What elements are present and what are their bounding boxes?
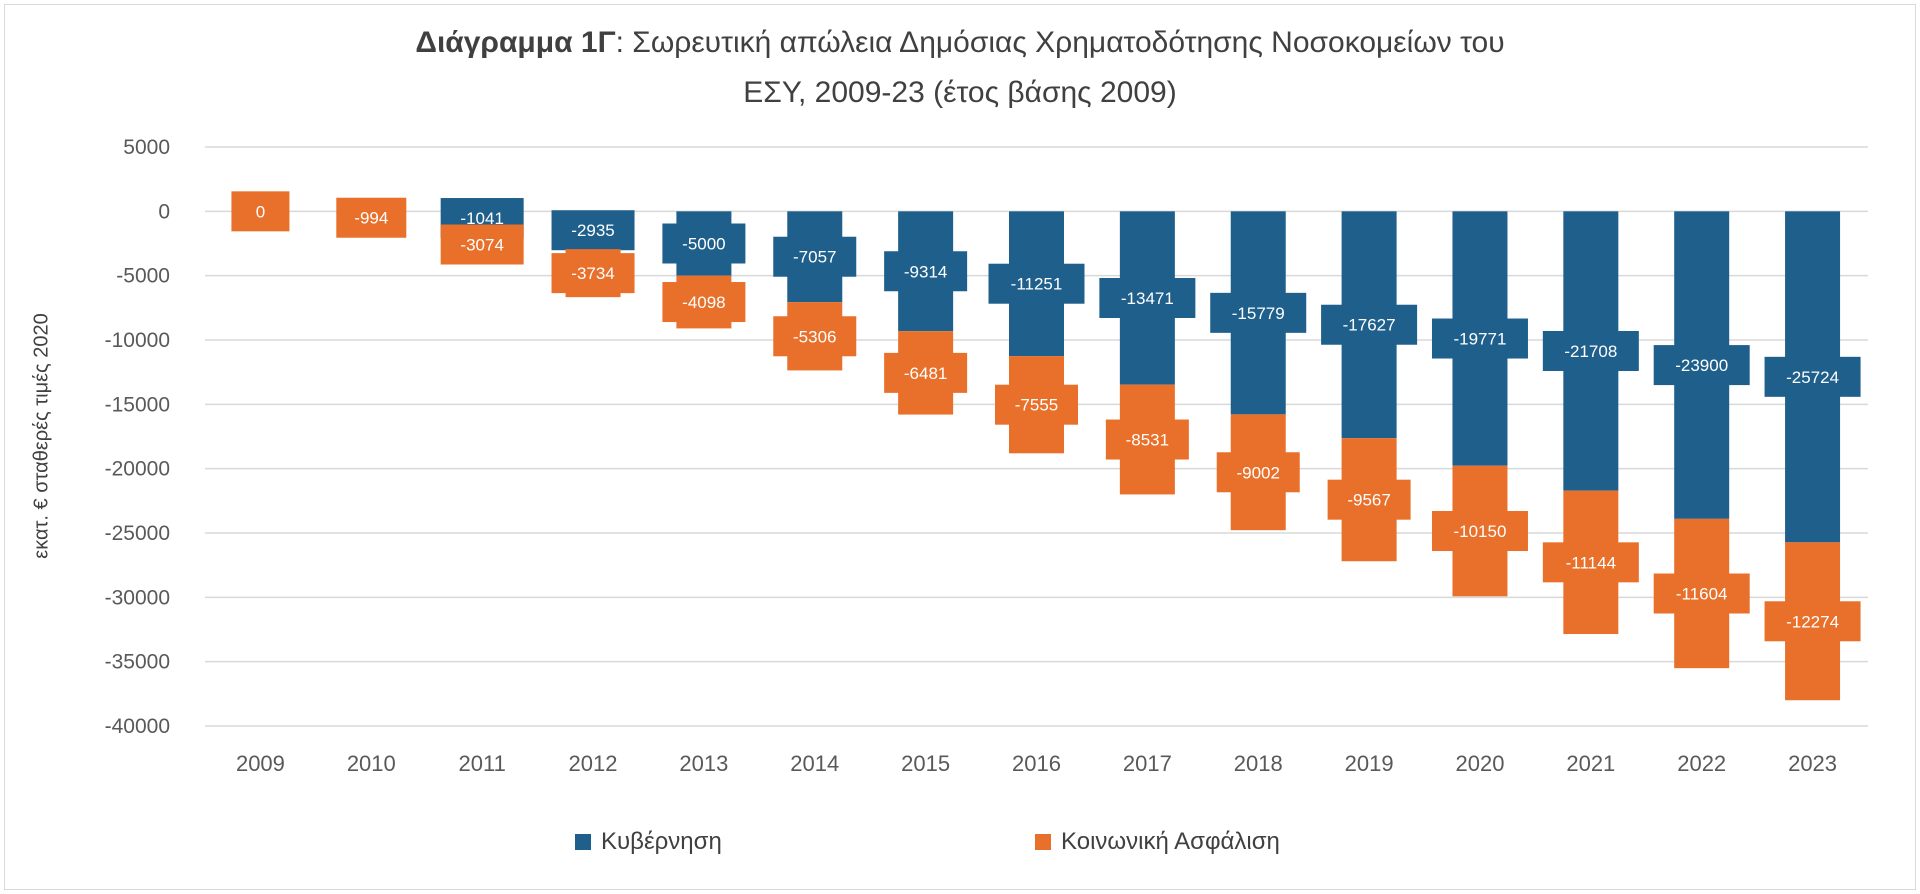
x-tick-label: 2015	[901, 751, 950, 776]
x-tick-label: 2013	[679, 751, 728, 776]
y-tick-label: -20000	[105, 458, 170, 481]
data-label-box	[1216, 452, 1300, 493]
data-label: -2935	[571, 221, 614, 240]
x-tick-label: 2018	[1234, 751, 1283, 776]
data-label: -15779	[1232, 304, 1285, 323]
x-tick-label: 2012	[569, 751, 618, 776]
x-tick-label: 2011	[459, 751, 506, 776]
data-label-box	[1431, 318, 1528, 359]
data-label-box	[1210, 292, 1307, 333]
data-label: -994	[354, 209, 388, 228]
data-label-box	[1099, 277, 1196, 318]
data-label: -7555	[1015, 396, 1058, 415]
data-label: -9314	[904, 262, 947, 281]
x-tick-label: 2023	[1788, 751, 1837, 776]
data-label: -8531	[1126, 431, 1169, 450]
data-label: -11251	[1011, 275, 1063, 294]
data-label-box	[1764, 356, 1861, 397]
data-label: 0	[256, 202, 265, 221]
data-label-box	[988, 263, 1085, 304]
data-label: -4098	[682, 293, 725, 312]
data-label-box	[336, 197, 407, 238]
chart-frame	[4, 4, 1916, 890]
data-label: -7057	[793, 248, 836, 267]
x-tick-label: 2016	[1012, 751, 1061, 776]
title-rest: : Σωρευτική απώλεια Δημόσιας Χρηματοδότη…	[615, 26, 1505, 59]
y-tick-label: -5000	[116, 265, 170, 288]
legend-swatch	[575, 834, 591, 850]
data-label: -9567	[1347, 491, 1390, 510]
data-label-box	[1105, 419, 1189, 460]
data-label-box	[1653, 573, 1750, 614]
data-label: -12274	[1786, 612, 1839, 631]
data-label: -3734	[571, 264, 614, 283]
data-label: -5306	[793, 327, 836, 346]
data-label: -3074	[460, 236, 503, 255]
y-tick-label: -40000	[105, 715, 170, 738]
data-label: -5000	[682, 235, 725, 254]
data-label-box	[1653, 345, 1750, 386]
data-label: -19771	[1453, 330, 1506, 349]
x-tick-label: 2014	[790, 751, 839, 776]
data-label: -10150	[1453, 522, 1506, 541]
title-bold: Διάγραμμα 1Γ	[415, 26, 616, 59]
data-label-box	[662, 223, 746, 264]
y-tick-label: -25000	[105, 522, 170, 545]
y-tick-label: 0	[158, 200, 170, 223]
x-tick-label: 2021	[1566, 751, 1615, 776]
x-tick-label: 2009	[236, 751, 285, 776]
data-label-box	[1764, 601, 1861, 642]
data-label-box	[231, 191, 290, 232]
x-tick-label: 2019	[1345, 751, 1394, 776]
legend-label: Κοινωνική Ασφάλιση	[1061, 828, 1280, 855]
data-label-box	[1542, 330, 1639, 371]
x-tick-label: 2020	[1455, 751, 1504, 776]
legend-swatch	[1035, 834, 1051, 850]
y-tick-label: 5000	[123, 136, 170, 159]
data-label: -17627	[1343, 316, 1396, 335]
data-label: -23900	[1675, 356, 1728, 375]
title-line2: ΕΣΥ, 2009-23 (έτος βάσης 2009)	[743, 76, 1177, 109]
y-tick-label: -15000	[105, 393, 170, 416]
data-label-box	[1321, 304, 1418, 345]
data-label-box	[440, 224, 524, 265]
x-tick-label: 2010	[347, 751, 396, 776]
chart-title: Διάγραμμα 1Γ: Σωρευτική απώλεια Δημόσιας…	[0, 18, 1920, 118]
y-tick-label: -35000	[105, 651, 170, 674]
data-label-box	[773, 316, 857, 357]
data-label-box	[773, 236, 857, 277]
data-label: -9002	[1236, 463, 1279, 482]
y-tick-label: -10000	[105, 329, 170, 352]
data-label-box	[1542, 542, 1639, 583]
data-label-box	[884, 352, 968, 393]
data-label-box	[1327, 479, 1411, 520]
data-label: -11144	[1566, 553, 1616, 572]
y-tick-label: -30000	[105, 586, 170, 609]
legend-label: Κυβέρνηση	[601, 828, 722, 855]
data-label-box	[995, 384, 1078, 425]
data-label-box	[1431, 511, 1528, 552]
data-label: -21708	[1564, 342, 1617, 361]
x-tick-label: 2022	[1677, 751, 1726, 776]
data-label: -13471	[1121, 289, 1174, 308]
data-label-box	[884, 251, 968, 292]
data-label-box	[551, 253, 635, 294]
data-label: -6481	[904, 364, 947, 383]
legend-item-social-insurance: Κοινωνική Ασφάλιση	[1035, 828, 1280, 856]
legend-item-government: Κυβέρνηση	[575, 828, 722, 856]
data-label: -25724	[1786, 368, 1839, 387]
data-label-box	[551, 210, 635, 251]
data-label: -11604	[1676, 584, 1728, 603]
data-label-box	[662, 282, 746, 323]
data-label: -1041	[460, 209, 503, 228]
x-tick-label: 2017	[1123, 751, 1172, 776]
